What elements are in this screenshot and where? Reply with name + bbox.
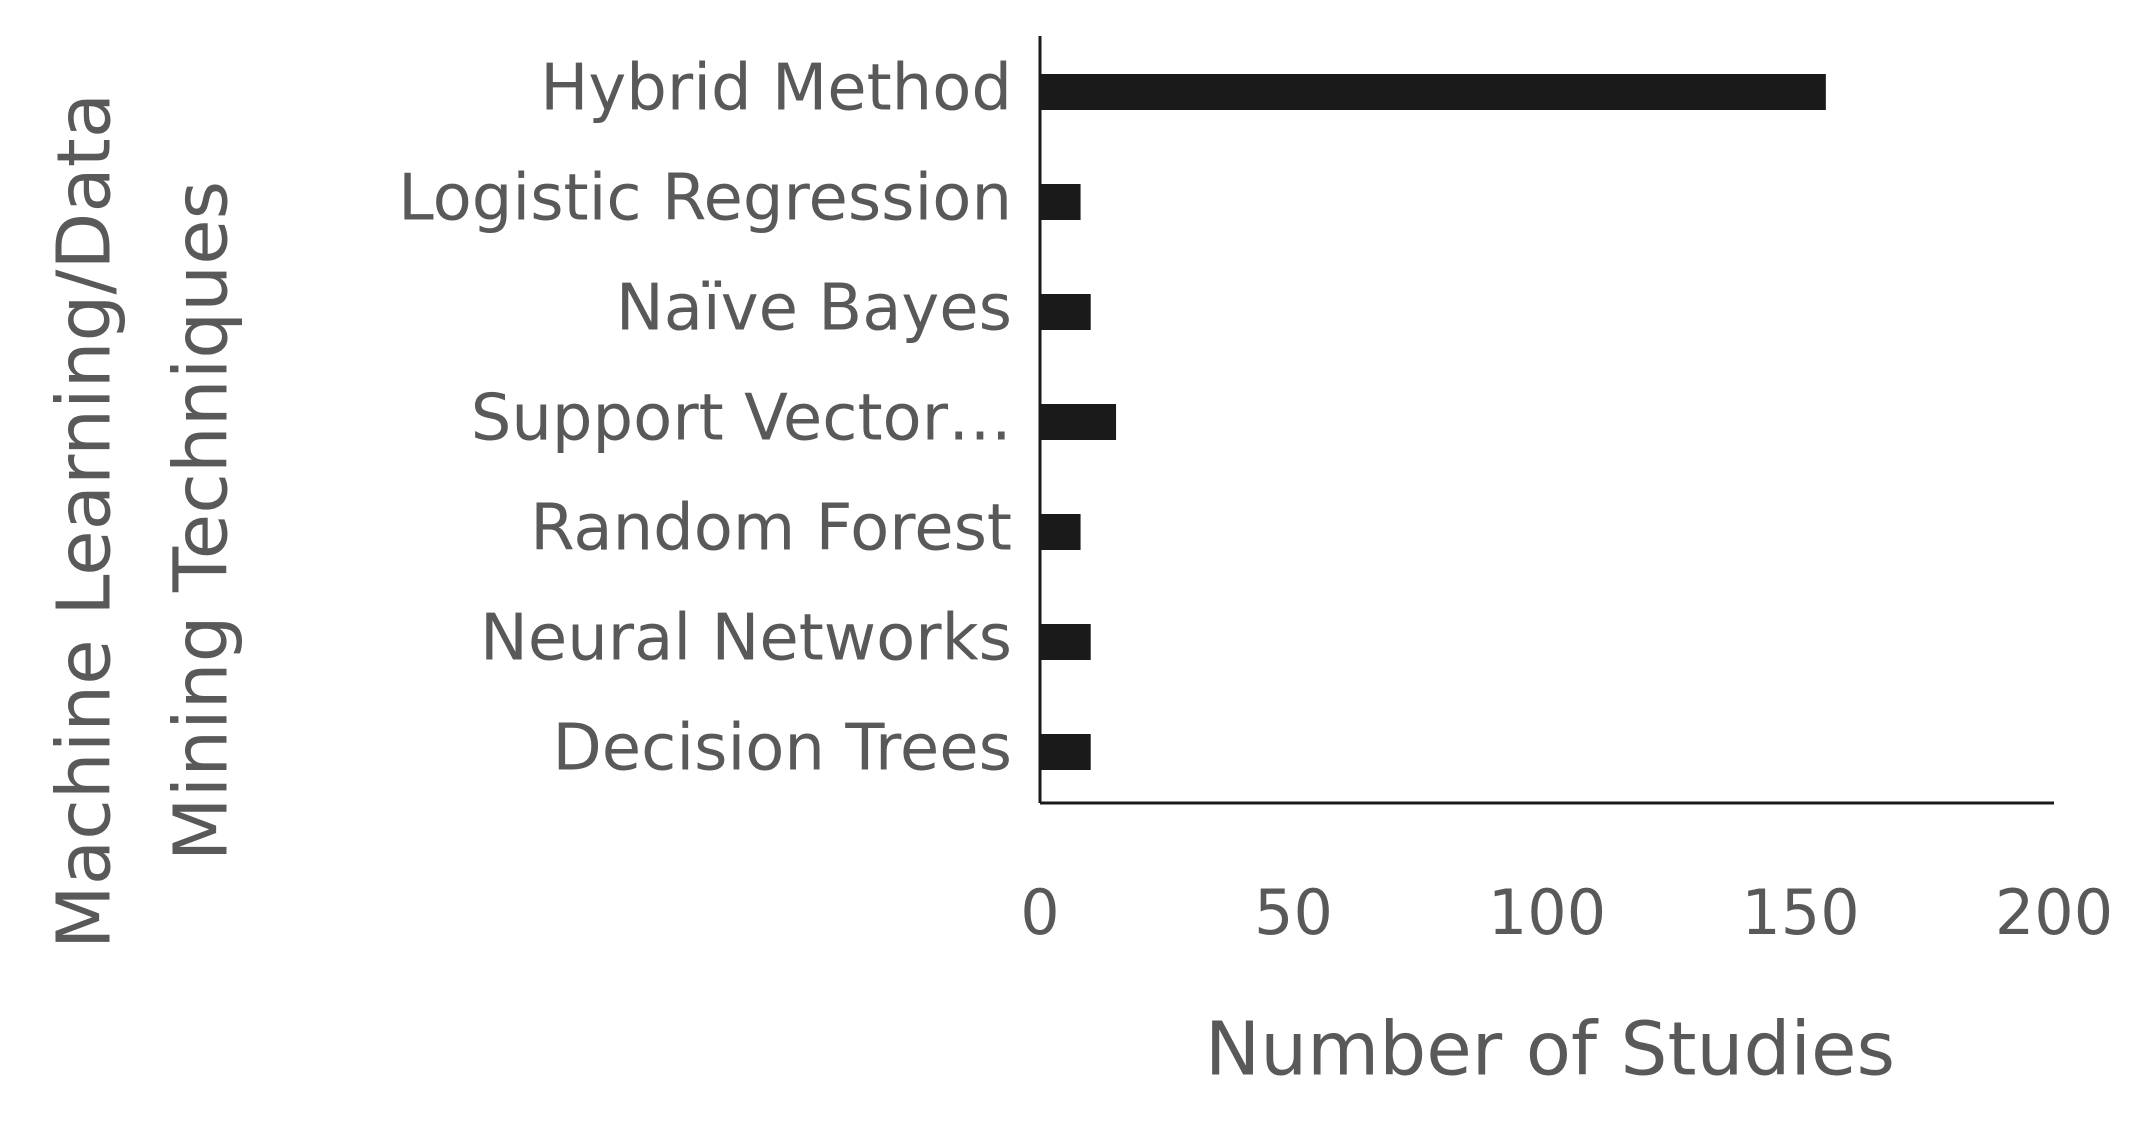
bar — [1040, 74, 1826, 110]
x-axis-title: Number of Studies — [1205, 1007, 1895, 1093]
y-tick-label: Hybrid Method — [540, 52, 1012, 126]
x-tick-label: 200 — [1995, 876, 2113, 949]
y-tick-label: Random Forest — [530, 492, 1012, 566]
bar — [1040, 404, 1117, 440]
bar — [1040, 624, 1091, 660]
y-tick-label: Logistic Regression — [398, 162, 1012, 236]
y-axis-title: Machine Learning/Data — [42, 93, 128, 949]
x-tick-label: 50 — [1254, 876, 1333, 949]
x-tick-label: 0 — [1020, 876, 1059, 949]
bar — [1040, 514, 1081, 550]
bar — [1040, 734, 1091, 770]
x-tick-label: 100 — [1488, 876, 1606, 949]
bar — [1040, 294, 1091, 330]
y-axis-title: Mining Techniques — [159, 181, 245, 861]
y-tick-label: Naïve Bayes — [616, 272, 1012, 346]
y-tick-label: Decision Trees — [553, 712, 1013, 786]
y-tick-label: Neural Networks — [480, 602, 1012, 676]
x-tick-label: 150 — [1741, 876, 1859, 949]
y-tick-label: Support Vector… — [471, 382, 1012, 456]
bar — [1040, 184, 1081, 220]
